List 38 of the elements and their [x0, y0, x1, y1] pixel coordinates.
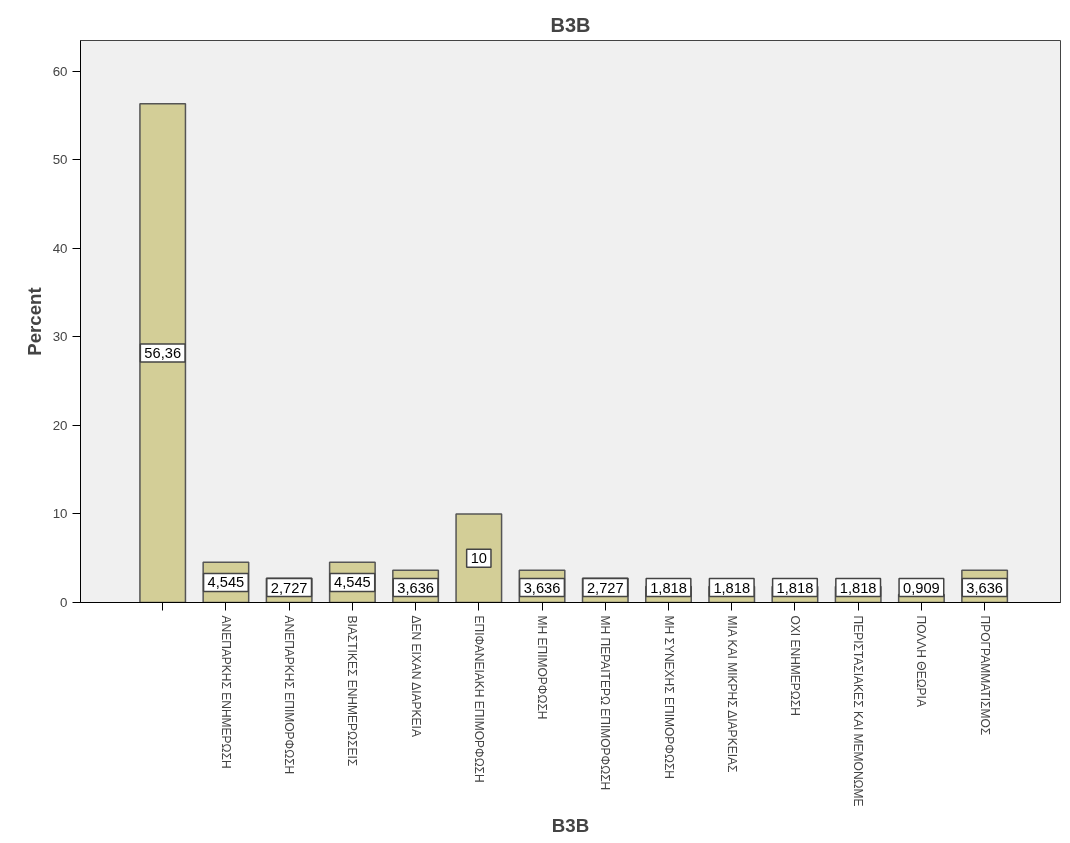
- x-tick-label: ΑΝΕΠΑΡΚΗΣ ΕΝΗΜΕΡΩΣΗ: [218, 615, 233, 769]
- data-label: 4,545: [207, 574, 245, 591]
- x-tick-label: ΒΙΑΣΤΙΚΕΣ ΕΝΗΜΕΡΩΣΕΙΣ: [345, 615, 360, 767]
- x-tick-label: ΕΠΙΦΑΝΕΙΑΚΗ ΕΠΙΜΟΡΦΩΣΗ: [471, 615, 486, 783]
- y-axis-title: Percent: [23, 287, 45, 356]
- data-label: 10: [470, 550, 487, 567]
- data-label: 1,818: [650, 579, 687, 596]
- data-label: 1,818: [839, 579, 877, 596]
- bar: [139, 102, 187, 603]
- data-label: 0,909: [903, 579, 940, 596]
- y-tick-label: 10: [52, 506, 68, 522]
- x-tick-label: ΠΡΟΓΡΑΜΜΑΤΙΣΜΟΣ: [977, 615, 992, 736]
- x-tick-label: ΜΙΑ ΚΑΙ ΜΙΚΡΗΣ ΔΙΑΡΚΕΙΑΣ: [724, 615, 739, 773]
- data-label: 1,818: [776, 579, 814, 596]
- x-tick-label: ΟΧΙ ΕΝΗΜΕΡΩΣΗ: [787, 615, 802, 716]
- data-label: 3,636: [523, 579, 561, 596]
- data-label: 3,636: [966, 579, 1003, 596]
- chart-title: B3B: [550, 13, 591, 36]
- x-tick-label: ΜΗ ΠΕΡΑΙΤΕΡΩ ΕΠΙΜΟΡΦΩΣΗ: [598, 615, 613, 791]
- x-tick-label: ΠΕΡΙΣΤΑΣΙΑΚΕΣ ΚΑΙ ΜΕΜΟΝΩΜΕ: [851, 615, 866, 807]
- data-label: 3,636: [397, 579, 434, 596]
- y-tick-label: 60: [52, 63, 68, 79]
- x-axis-title: B3B: [551, 814, 590, 836]
- y-tick-label: 50: [52, 152, 68, 168]
- y-tick-label: 40: [52, 240, 68, 256]
- x-tick-label: ΜΗ ΕΠΙΜΟΡΦΩΣΗ: [535, 615, 550, 720]
- y-tick-label: 20: [52, 417, 68, 433]
- x-tick-label: ΔΕΝ ΕΙΧΑΝ ΔΙΑΡΚΕΙΑ: [408, 615, 423, 737]
- data-label: 2,727: [586, 579, 624, 596]
- x-tick-label: ΜΗ ΣΥΝΕΧΗΣ ΕΠΙΜΟΡΦΩΣΗ: [661, 615, 676, 779]
- data-label: 1,818: [713, 579, 751, 596]
- data-label: 56,36: [144, 345, 182, 362]
- data-label: 2,727: [270, 579, 308, 596]
- x-tick-label: ΠΟΛΛΗ ΘΕΩΡΙΑ: [914, 615, 929, 707]
- y-tick-label: 0: [60, 595, 68, 610]
- data-label: 4,545: [334, 574, 371, 591]
- x-tick-label: ΑΝΕΠΑΡΚΗΣ ΕΠΙΜΟΡΦΩΣΗ: [282, 615, 297, 775]
- y-tick-label: 30: [52, 329, 68, 345]
